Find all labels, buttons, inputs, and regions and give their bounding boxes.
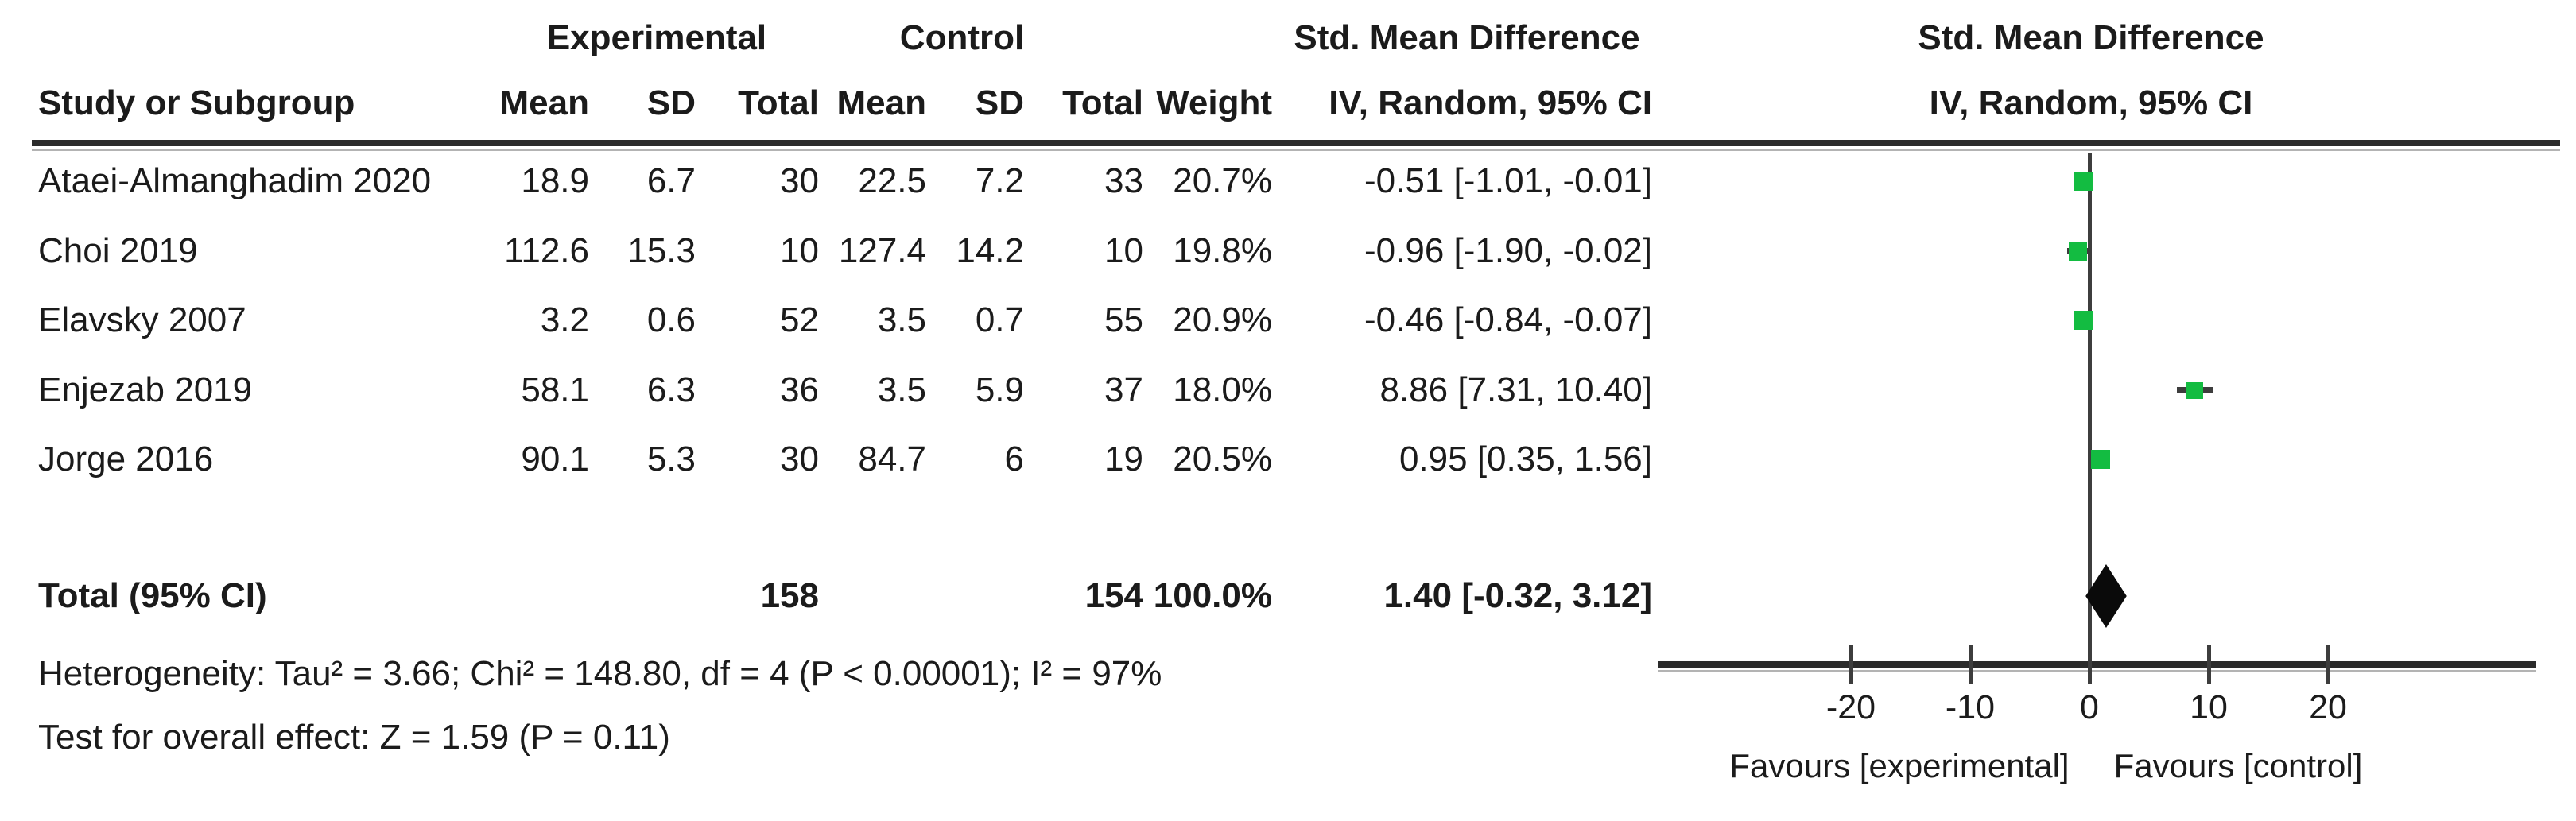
axis-tick <box>2088 645 2092 684</box>
col-header-study: Study or Subgroup <box>38 83 355 122</box>
study-name: Choi 2019 <box>38 231 198 270</box>
row-value: 20.7% <box>1173 161 1272 200</box>
row-value: 3.2 <box>540 300 589 339</box>
axis-tick-label: -10 <box>1945 688 1996 726</box>
row-value: 5.9 <box>975 370 1024 409</box>
zero-line <box>2088 153 2092 664</box>
total-ctl-total: 154 <box>1084 576 1143 615</box>
row-value: 37 <box>1104 370 1143 409</box>
effect-square-marker <box>2074 311 2094 330</box>
total-exp-total: 158 <box>760 576 819 615</box>
favours-experimental-label: Favours [experimental] <box>1729 747 2070 784</box>
row-value: 5.3 <box>646 440 696 478</box>
row-value: 0.95 [0.35, 1.56] <box>1399 440 1652 478</box>
total-weight: 100.0% <box>1153 576 1272 615</box>
col-header-exp-mean: Mean <box>499 83 589 122</box>
row-value: 7.2 <box>975 161 1024 200</box>
axis-tick <box>2207 645 2211 684</box>
favours-control-label: Favours [control] <box>2113 747 2363 784</box>
row-value: 19.8% <box>1173 231 1272 270</box>
row-value: 6.7 <box>646 161 696 200</box>
row-value: 36 <box>780 370 819 409</box>
row-value: 55 <box>1104 300 1143 339</box>
axis-tick-label: 20 <box>2309 688 2347 726</box>
col-header-ctl-sd: SD <box>975 83 1024 122</box>
study-name: Ataei-Almanghadim 2020 <box>38 161 432 200</box>
study-name: Enjezab 2019 <box>38 370 253 409</box>
col-header-exp-sd: SD <box>646 83 696 122</box>
col-header-ctl-total: Total <box>1062 83 1143 122</box>
effect-square-marker <box>2091 450 2111 469</box>
header-experimental: Experimental <box>546 18 767 57</box>
row-value: -0.96 [-1.90, -0.02] <box>1364 231 1652 270</box>
header-control: Control <box>899 18 1025 57</box>
axis-tick <box>1849 645 1853 684</box>
col-header-ctl-mean: Mean <box>836 83 926 122</box>
row-value: 0.7 <box>975 300 1024 339</box>
row-value: 20.9% <box>1173 300 1272 339</box>
row-value: 112.6 <box>504 231 589 270</box>
heterogeneity-note: Heterogeneity: Tau² = 3.66; Chi² = 148.8… <box>38 654 1162 693</box>
effect-square-marker <box>2069 242 2088 261</box>
study-name: Jorge 2016 <box>38 440 214 478</box>
row-value: 30 <box>780 161 819 200</box>
axis-tick-label: -20 <box>1825 688 1876 726</box>
row-value: 19 <box>1104 440 1143 478</box>
study-name: Elavsky 2007 <box>38 300 246 339</box>
total-label: Total (95% CI) <box>38 576 267 615</box>
row-value: 6.3 <box>646 370 696 409</box>
row-value: 22.5 <box>858 161 926 200</box>
row-value: -0.46 [-0.84, -0.07] <box>1364 300 1652 339</box>
col-header-exp-total: Total <box>738 83 819 122</box>
row-value: 20.5% <box>1173 440 1272 478</box>
row-value: 52 <box>780 300 819 339</box>
x-axis-shadow <box>1658 670 2536 672</box>
axis-tick <box>1969 645 1973 684</box>
row-value: 14.2 <box>956 231 1024 270</box>
effect-square-marker <box>2186 381 2204 399</box>
row-value: 127.4 <box>838 231 926 270</box>
x-axis <box>1658 661 2536 668</box>
row-value: 3.5 <box>877 300 926 339</box>
row-value: 58.1 <box>521 370 589 409</box>
row-value: 84.7 <box>858 440 926 478</box>
header-rule <box>32 140 2560 146</box>
header-effect-left: Std. Mean Difference <box>1294 18 1640 57</box>
header-rule-shadow <box>32 149 2560 151</box>
row-value: 15.3 <box>627 231 696 270</box>
row-value: 18.0% <box>1173 370 1272 409</box>
row-value: -0.51 [-1.01, -0.01] <box>1364 161 1652 200</box>
effect-square-marker <box>2074 172 2093 191</box>
axis-tick <box>2326 645 2330 684</box>
row-value: 30 <box>780 440 819 478</box>
header-effect-plot: Std. Mean Difference <box>1918 18 2264 57</box>
row-value: 18.9 <box>521 161 589 200</box>
row-value: 8.86 [7.31, 10.40] <box>1379 370 1652 409</box>
row-value: 10 <box>780 231 819 270</box>
row-value: 6 <box>1004 440 1024 478</box>
row-value: 33 <box>1104 161 1143 200</box>
col-header-weight: Weight <box>1156 83 1272 122</box>
col-header-ci-method: IV, Random, 95% CI <box>1329 83 1652 122</box>
total-ci-text: 1.40 [-0.32, 3.12] <box>1383 576 1652 615</box>
axis-tick-label: 0 <box>2080 688 2099 726</box>
plot-header-ci-method: IV, Random, 95% CI <box>1929 83 2253 122</box>
overall-effect-note: Test for overall effect: Z = 1.59 (P = 0… <box>38 718 670 757</box>
row-value: 10 <box>1104 231 1143 270</box>
row-value: 0.6 <box>646 300 696 339</box>
row-value: 3.5 <box>877 370 926 409</box>
axis-tick-label: 10 <box>2190 688 2228 726</box>
row-value: 90.1 <box>521 440 589 478</box>
